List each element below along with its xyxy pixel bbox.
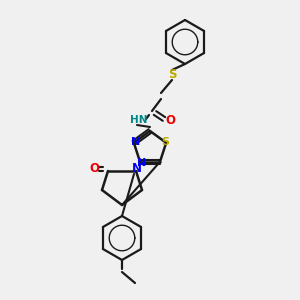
- Text: N: N: [132, 163, 142, 176]
- Text: N: N: [137, 158, 147, 168]
- Text: N: N: [131, 137, 140, 147]
- Text: O: O: [89, 161, 99, 175]
- Text: HN: HN: [130, 115, 148, 125]
- Text: S: S: [161, 137, 169, 147]
- Text: S: S: [168, 68, 176, 82]
- Text: O: O: [165, 113, 175, 127]
